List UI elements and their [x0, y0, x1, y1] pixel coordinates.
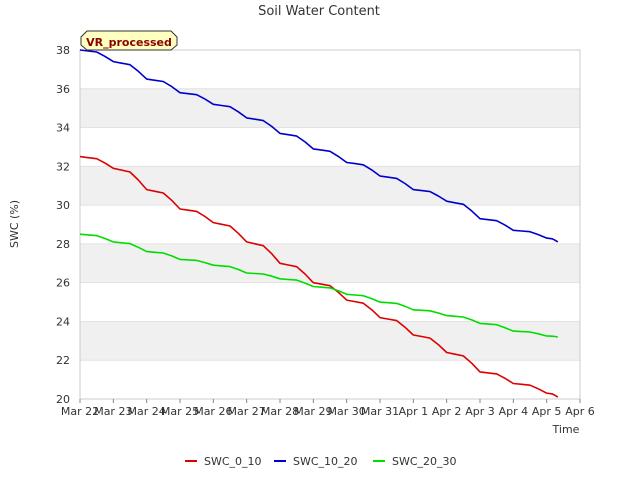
x-tick-label: Mar 30: [328, 405, 366, 418]
x-tick-label: Mar 29: [294, 405, 332, 418]
y-tick-label: 26: [56, 277, 70, 290]
legend: SWC_0_10 SWC_10_20 SWC_20_30: [185, 455, 457, 468]
badge-shape: [80, 30, 178, 51]
background-band: [80, 321, 580, 361]
chart-title: Soil Water Content: [258, 4, 380, 19]
y-tick-label: 24: [56, 315, 70, 328]
y-tick-label: 28: [56, 238, 70, 251]
background-band: [80, 88, 580, 128]
y-axis: 20 22 24 26 28 30 32 34 36 38: [56, 44, 70, 406]
x-tick-label: Mar 23: [94, 405, 132, 418]
background-band: [80, 166, 580, 206]
y-tick-label: 36: [56, 83, 70, 96]
y-tick-label: 38: [56, 44, 70, 57]
y-axis-title: SWC (%): [8, 200, 21, 248]
x-tick-label: Apr 6: [565, 405, 595, 418]
x-tick-label: Apr 5: [532, 405, 562, 418]
y-tick-label: 20: [56, 393, 70, 406]
x-axis-title: Time: [552, 423, 580, 436]
series-line-swc-20-30: [79, 233, 558, 338]
processing-badge: VR_processed: [80, 30, 178, 51]
x-tick-label: Apr 2: [432, 405, 462, 418]
y-tick-label: 30: [56, 199, 70, 212]
x-tick-label: Mar 27: [228, 405, 266, 418]
series-group: [79, 49, 559, 398]
legend-label: SWC_20_30: [392, 455, 457, 468]
x-tick-label: Mar 24: [128, 405, 166, 418]
x-tick-label: Mar 31: [361, 405, 399, 418]
x-tick-label: Mar 22: [61, 405, 99, 418]
plot-area: [79, 49, 581, 400]
x-tick-label: Apr 3: [465, 405, 495, 418]
badge-label: VR_processed: [86, 36, 172, 49]
x-tick-label: Mar 26: [194, 405, 232, 418]
y-tick-label: 22: [56, 354, 70, 367]
x-tick-label: Apr 4: [499, 405, 529, 418]
y-tick-label: 34: [56, 122, 70, 135]
legend-label: SWC_0_10: [204, 455, 262, 468]
legend-label: SWC_10_20: [293, 455, 358, 468]
x-tick-label: Mar 25: [161, 405, 199, 418]
background-band: [80, 243, 580, 283]
x-tick-label: Mar 28: [261, 405, 299, 418]
y-tick-label: 32: [56, 160, 70, 173]
series-line-swc-0-10: [79, 155, 559, 398]
series-line-swc-10-20: [79, 49, 559, 243]
x-tick-label: Apr 1: [399, 405, 429, 418]
background-bands: [80, 88, 580, 361]
